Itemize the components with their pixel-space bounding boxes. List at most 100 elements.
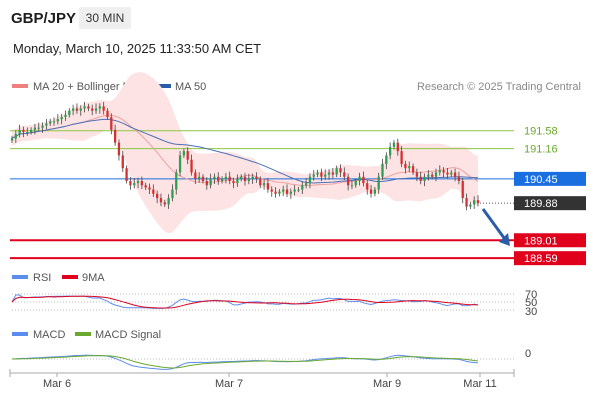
candle-body	[262, 183, 266, 186]
rsi-tick-50: 50	[525, 297, 537, 309]
candle-body	[228, 176, 231, 181]
x-tick-label: Mar 11	[463, 378, 496, 390]
candle-body	[79, 108, 82, 111]
candle-body	[140, 181, 144, 186]
candle-body	[91, 108, 94, 111]
candle-body	[129, 181, 132, 186]
candle-body	[220, 178, 224, 181]
rsi-tick-70: 70	[525, 289, 537, 301]
candle-body	[201, 176, 205, 181]
candle-body	[178, 155, 182, 173]
candle-body	[144, 185, 147, 188]
ma50-line	[11, 118, 479, 184]
candle-body	[392, 142, 396, 147]
main-legend: MA 20 + Bollinger Bands MA 50	[12, 81, 206, 93]
candle-body	[171, 189, 174, 199]
candle-body	[37, 127, 40, 129]
macd-legend-label: MACD	[33, 329, 65, 341]
candle-body	[121, 155, 124, 169]
candle-body	[404, 163, 407, 169]
candle-body	[381, 163, 384, 177]
candle-body	[156, 193, 159, 199]
candle-body	[331, 172, 334, 175]
candle-body	[396, 142, 399, 152]
support-level-tag	[514, 251, 586, 266]
candle-body	[304, 183, 308, 186]
candle-body	[419, 176, 422, 181]
candle-body	[270, 189, 273, 192]
candle-body	[232, 181, 235, 184]
macd-legend: MACD MACD Signal	[12, 329, 161, 341]
candle-body	[75, 108, 79, 111]
forecast-arrow-shaft	[481, 208, 509, 243]
candle-body	[358, 176, 361, 181]
candle-body	[163, 202, 166, 205]
ma50-legend-swatch	[155, 84, 171, 88]
x-axis: Mar 6 Mar 7 Mar 9 Mar 11	[9, 369, 515, 390]
candle-body	[377, 176, 380, 190]
candle-body	[362, 176, 365, 184]
forecast-arrow	[481, 208, 510, 246]
candle-body	[167, 198, 170, 205]
candle-body	[335, 168, 338, 175]
candle-body	[56, 119, 59, 122]
candle-body	[60, 117, 63, 120]
resistance-level-label: 191.58	[524, 126, 558, 138]
candle-body	[438, 170, 441, 173]
candle-body	[186, 151, 189, 160]
resistance-level-label: 191.16	[524, 144, 558, 156]
x-tick-label: Mar 9	[373, 378, 401, 390]
candle-body	[213, 176, 216, 179]
candle-body	[369, 189, 373, 194]
candle-body	[110, 117, 113, 130]
bollinger-band	[12, 72, 478, 234]
candle-body	[87, 106, 90, 109]
candle-body	[194, 172, 197, 179]
candle-body	[205, 181, 208, 186]
candle-body	[113, 129, 117, 143]
candle-body	[350, 185, 354, 187]
candle-body	[339, 168, 342, 173]
candle-body	[476, 200, 480, 204]
candles	[10, 101, 480, 211]
candle-body	[71, 108, 75, 111]
candle-body	[102, 106, 105, 111]
candle-body	[373, 189, 377, 194]
rsi-legend-label: RSI	[33, 272, 51, 284]
candle-body	[159, 198, 163, 203]
candle-body	[117, 142, 121, 156]
candle-body	[125, 168, 128, 181]
x-tick-label: Mar 6	[43, 378, 71, 390]
rsi-legend-swatch	[12, 275, 28, 279]
candle-body	[182, 151, 186, 156]
ma20-legend-swatch	[12, 84, 28, 88]
candle-body	[285, 189, 289, 194]
rsi-line	[11, 294, 479, 309]
candle-body	[289, 191, 292, 194]
chart-datetime: Monday, March 10, 2025 11:33:50 AM CET	[13, 41, 262, 56]
candle-body	[434, 172, 438, 177]
candle-body	[278, 191, 281, 194]
candle-body	[400, 151, 403, 164]
candle-body	[224, 176, 228, 179]
candle-body	[431, 174, 434, 177]
candle-body	[98, 106, 101, 109]
pivot-level-label: 190.45	[524, 174, 558, 186]
candle-body	[457, 176, 461, 181]
candle-body	[389, 146, 392, 156]
support-level-tag	[514, 233, 586, 248]
candle-body	[453, 172, 457, 177]
candle-body	[133, 183, 136, 186]
support-level-label: 188.59	[524, 253, 558, 265]
candle-body	[297, 189, 300, 191]
macd-signal-line	[12, 355, 479, 369]
macd-line	[11, 354, 479, 370]
macd-tick-0: 0	[525, 348, 531, 360]
candle-body	[415, 172, 419, 177]
candle-body	[320, 172, 323, 177]
candle-body	[209, 178, 212, 186]
timeframe-button[interactable]: 30 MIN	[79, 7, 131, 29]
candle-body	[324, 174, 327, 177]
candle-body	[45, 123, 48, 126]
